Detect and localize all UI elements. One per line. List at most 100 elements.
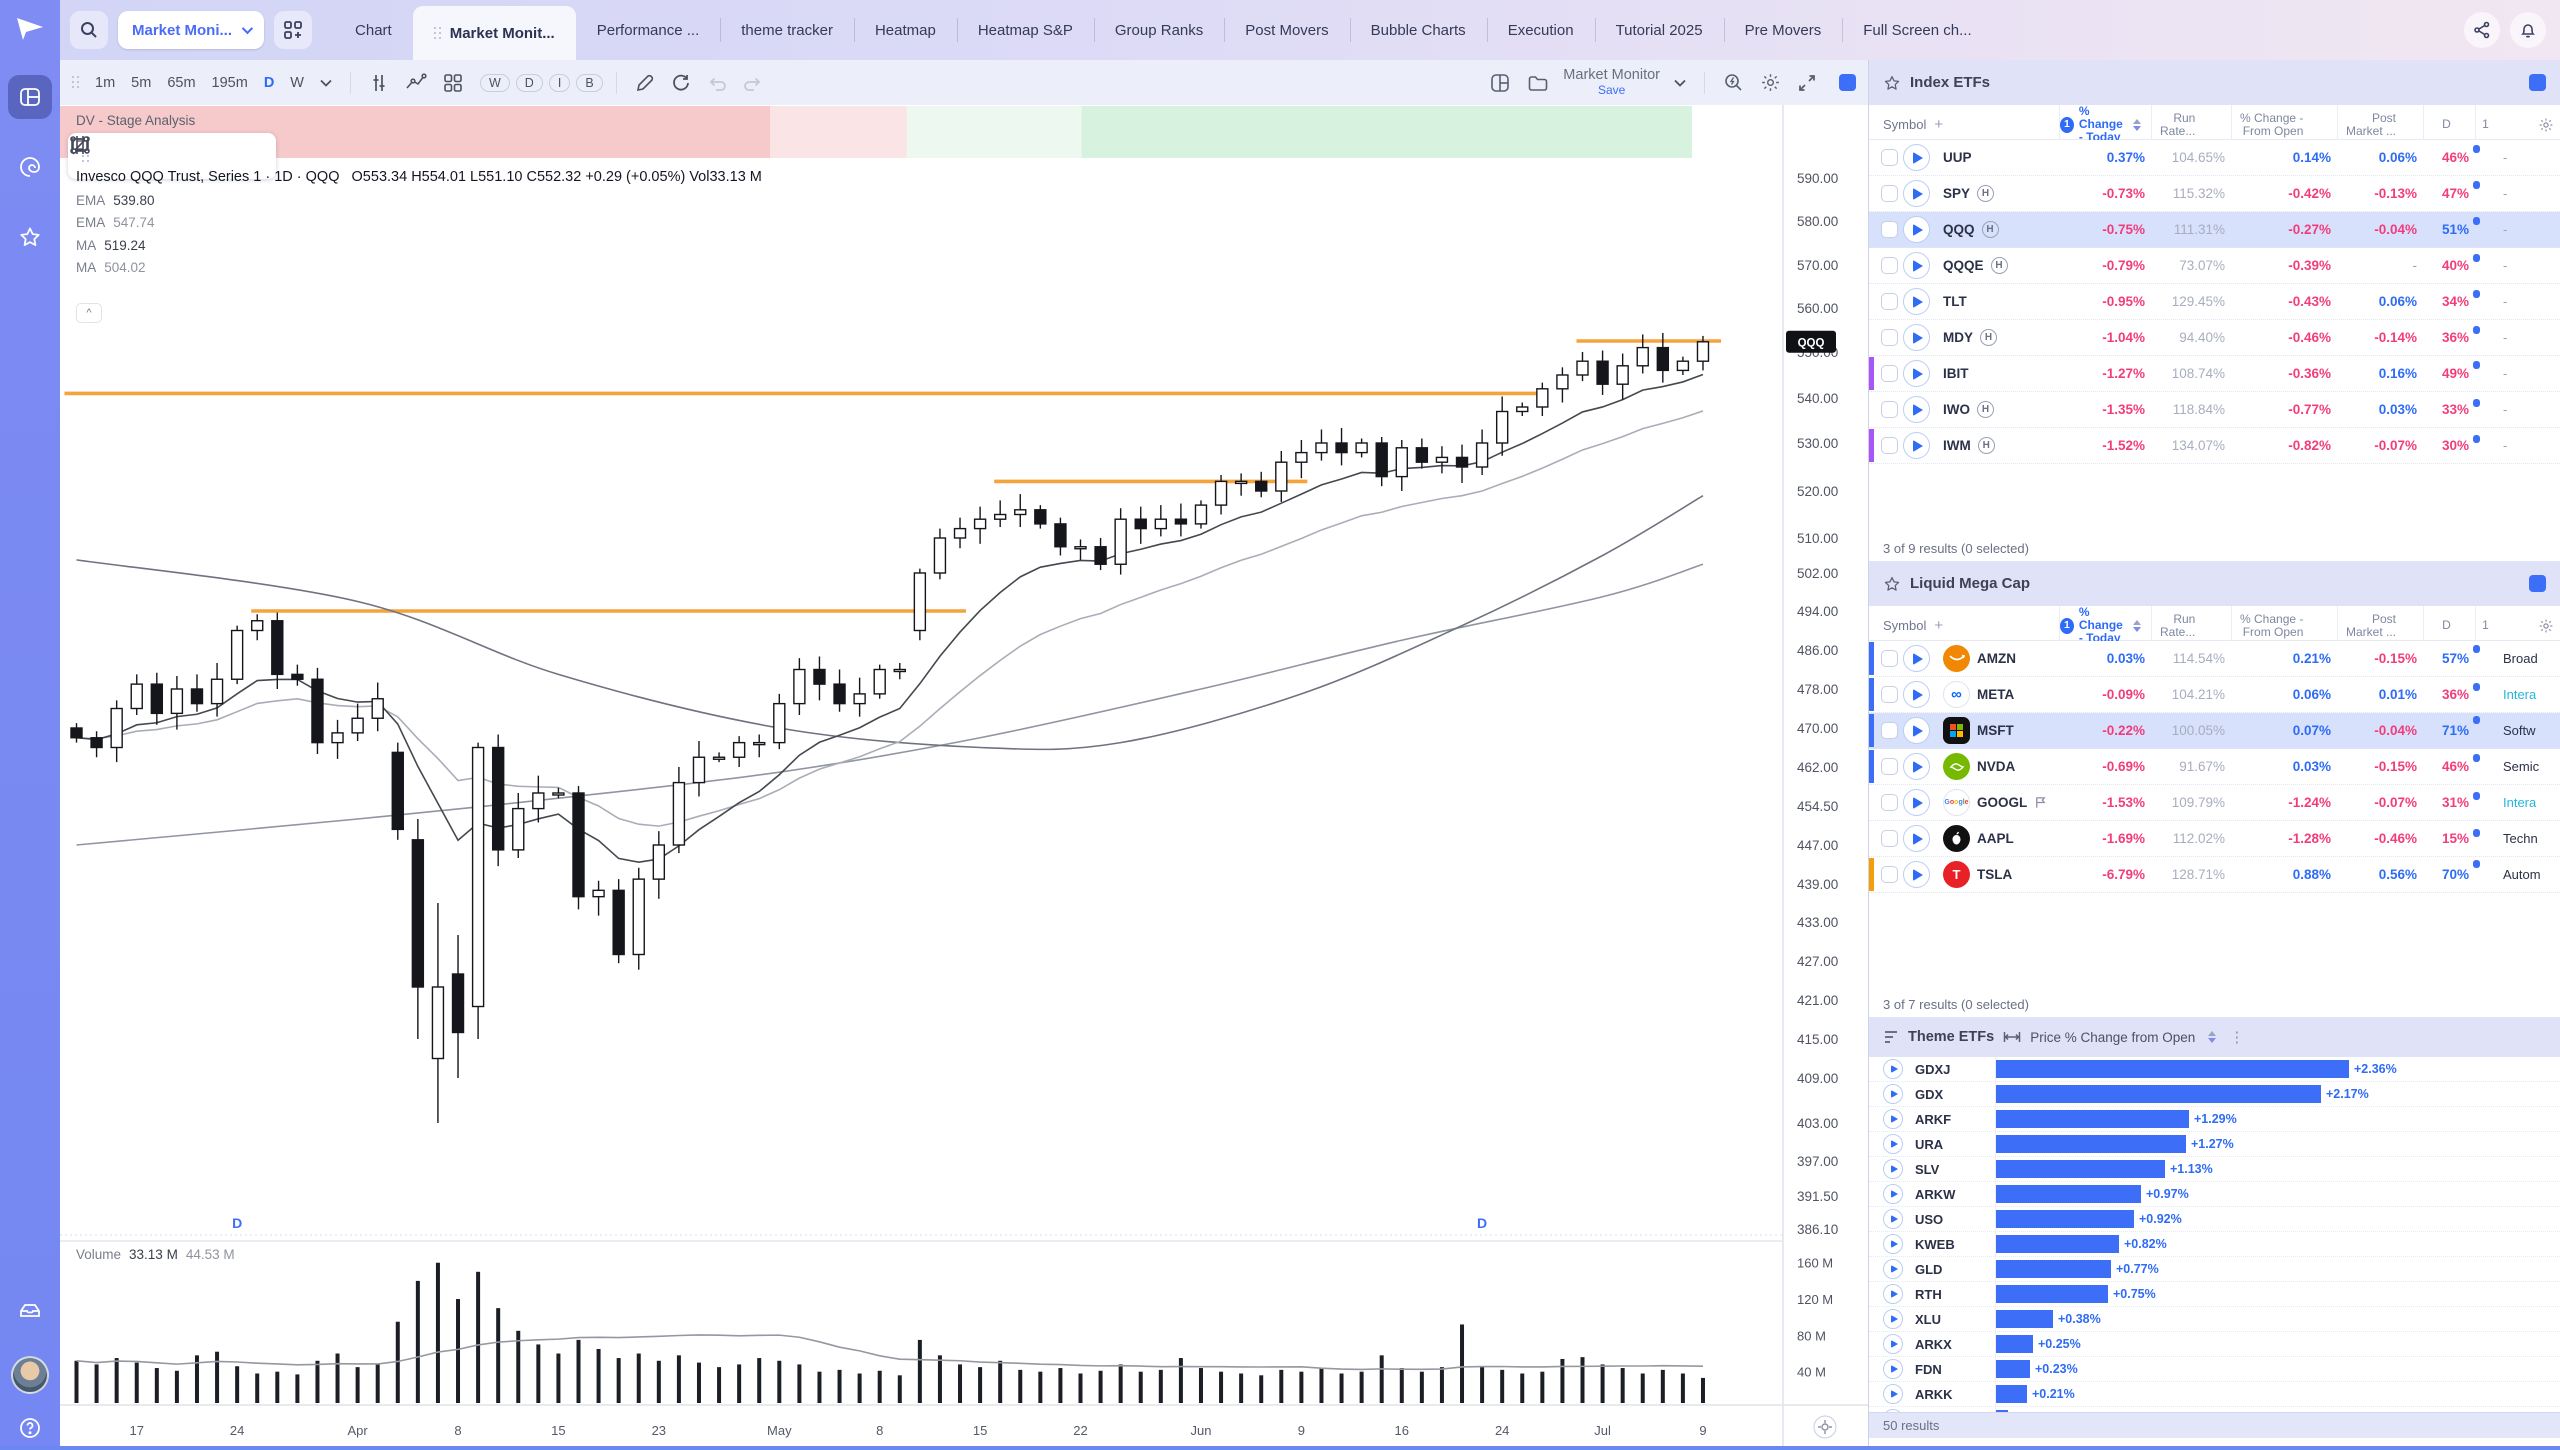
timeframe-1m[interactable]: 1m: [95, 74, 116, 91]
star-icon[interactable]: [1883, 74, 1901, 92]
axis-settings-icon[interactable]: [1813, 1415, 1837, 1439]
save-button[interactable]: Save: [1597, 82, 1626, 97]
price-chart[interactable]: DD590.00580.00570.00560.00550.00540.0053…: [60, 105, 1868, 1450]
watchlist-row-tsla[interactable]: T TSLA -6.79% 128.71% 0.88% 0.56% 70% Autom: [1869, 857, 2560, 893]
indicator-legend-row[interactable]: EMA 547.74: [76, 215, 155, 230]
timeframe-65m[interactable]: 65m: [167, 74, 196, 91]
style-button-w[interactable]: W: [479, 73, 510, 92]
play-button[interactable]: [1903, 717, 1930, 744]
tab-tutorial-2025[interactable]: Tutorial 2025: [1594, 0, 1724, 60]
column-symbol[interactable]: Symbol +: [1883, 116, 1944, 133]
column-settings-icon[interactable]: [2538, 618, 2554, 634]
row-checkbox[interactable]: [1881, 401, 1898, 418]
symbol-title[interactable]: Invesco QQQ Trust, Series 1 · 1D · QQQ: [76, 169, 340, 185]
column-post-market[interactable]: Post Market ...: [2337, 606, 2423, 645]
play-button[interactable]: [1883, 1234, 1903, 1254]
tab-pre-movers[interactable]: Pre Movers: [1723, 0, 1843, 60]
refresh-button[interactable]: [671, 73, 691, 93]
theme-row-gdxj[interactable]: GDXJ +2.36%: [1869, 1057, 2560, 1082]
watchlist-row-msft[interactable]: MSFT -0.22% 100.05% 0.07% -0.04% 71% Softw: [1869, 713, 2560, 749]
timeframe-w[interactable]: W: [290, 74, 304, 91]
watchlist-row-ibit[interactable]: IBIT -1.27% 108.74% -0.36% 0.16% 49% -: [1869, 356, 2560, 392]
draw-button[interactable]: [635, 73, 655, 93]
play-button[interactable]: [1903, 216, 1930, 243]
theme-row-arkk[interactable]: ARKK +0.21%: [1869, 1382, 2560, 1407]
layout-select-button[interactable]: [1489, 72, 1511, 94]
star-icon[interactable]: [1883, 575, 1901, 593]
row-checkbox[interactable]: [1881, 257, 1898, 274]
metric-label[interactable]: Price % Change from Open: [2030, 1029, 2196, 1045]
dividend-marker[interactable]: D: [1477, 1215, 1487, 1231]
watchlist-row-uup[interactable]: UUP 0.37% 104.65% 0.14% 0.06% 46% -: [1869, 140, 2560, 176]
layout-name[interactable]: Market Monitor: [1563, 66, 1660, 83]
share-button[interactable]: [2464, 12, 2500, 48]
column-settings-icon[interactable]: [2538, 117, 2554, 133]
play-button[interactable]: [1903, 396, 1930, 423]
indicator-legend-row[interactable]: EMA 539.80: [76, 192, 155, 208]
row-checkbox[interactable]: [1881, 758, 1898, 775]
watchlist-row-googl[interactable]: Google GOOGL -1.53% 109.79% -1.24% -0.07% 31% I…: [1869, 785, 2560, 821]
watchlist-row-meta[interactable]: ∞ META -0.09% 104.21% 0.06% 0.01% 36% Intera: [1869, 677, 2560, 713]
column-one[interactable]: 1: [2475, 606, 2501, 645]
play-button[interactable]: [1903, 252, 1930, 279]
tab-group-ranks[interactable]: Group Ranks: [1093, 0, 1224, 60]
play-button[interactable]: [1903, 288, 1930, 315]
play-button[interactable]: [1903, 861, 1930, 888]
play-button[interactable]: [1903, 144, 1930, 171]
play-button[interactable]: [1883, 1334, 1903, 1354]
row-checkbox[interactable]: [1881, 686, 1898, 703]
watchlist-row-nvda[interactable]: NVDA -0.69% 91.67% 0.03% -0.15% 46% Semic: [1869, 749, 2560, 785]
theme-row-arkf[interactable]: ARKF +1.29%: [1869, 1107, 2560, 1132]
row-checkbox[interactable]: [1881, 794, 1898, 811]
tab-full-screen-ch-[interactable]: Full Screen ch...: [1842, 0, 1992, 60]
column-change-today[interactable]: 1% Change - Today: [2059, 105, 2151, 144]
tab-post-movers[interactable]: Post Movers: [1224, 0, 1349, 60]
style-button-i[interactable]: I: [548, 73, 571, 92]
sort-direction-icon[interactable]: [2208, 1031, 2217, 1043]
tab-theme-tracker[interactable]: theme tracker: [720, 0, 854, 60]
tab-execution[interactable]: Execution: [1486, 0, 1595, 60]
watchlist-row-mdy[interactable]: MDY H -1.04% 94.40% -0.46% -0.14% 36% -: [1869, 320, 2560, 356]
theme-row-rth[interactable]: RTH +0.75%: [1869, 1282, 2560, 1307]
play-button[interactable]: [1903, 324, 1930, 351]
flag-icon[interactable]: [2034, 796, 2047, 809]
play-button[interactable]: [1883, 1084, 1903, 1104]
tab-heatmap-s-p[interactable]: Heatmap S&P: [956, 0, 1094, 60]
theme-row-gld[interactable]: GLD +0.77%: [1869, 1257, 2560, 1282]
notifications-button[interactable]: [2510, 12, 2546, 48]
workspace-selector[interactable]: Market Moni...: [118, 11, 265, 49]
theme-row-xlu[interactable]: XLU +0.38%: [1869, 1307, 2560, 1332]
play-button[interactable]: [1883, 1209, 1903, 1229]
row-checkbox[interactable]: [1881, 830, 1898, 847]
column-d[interactable]: D: [2423, 105, 2475, 144]
play-button[interactable]: [1883, 1159, 1903, 1179]
indicator-legend-row[interactable]: MA 519.24: [76, 237, 146, 253]
style-button-b[interactable]: B: [576, 73, 603, 92]
play-button[interactable]: [1903, 180, 1930, 207]
section-header-theme-etfs[interactable]: Theme ETFs Price % Change from Open ⋮: [1869, 1017, 2560, 1057]
tab-performance-[interactable]: Performance ...: [596, 21, 700, 39]
indicators-button[interactable]: [369, 73, 389, 93]
help-button[interactable]: [8, 1406, 52, 1450]
watchlist-row-spy[interactable]: SPY H -0.73% 115.32% -0.42% -0.13% 47% -: [1869, 176, 2560, 212]
tab-chart[interactable]: Chart: [355, 21, 392, 39]
tab-market-monit-[interactable]: Market Monit...: [412, 6, 576, 60]
theme-row-uso[interactable]: USO +0.92%: [1869, 1207, 2560, 1232]
play-button[interactable]: [1883, 1184, 1903, 1204]
sidebar-item-inbox[interactable]: [8, 1288, 52, 1332]
undo-button[interactable]: [707, 74, 727, 92]
drag-handle-icon[interactable]: [72, 76, 79, 89]
play-button[interactable]: [1903, 432, 1930, 459]
watchlist-row-iwm[interactable]: IWM H -1.52% 134.07% -0.82% -0.07% 30% -: [1869, 428, 2560, 464]
play-button[interactable]: [1883, 1309, 1903, 1329]
settings-gear-icon[interactable]: [1760, 72, 1781, 93]
style-button-d[interactable]: D: [515, 73, 543, 92]
sidebar-item-discover[interactable]: [8, 145, 52, 189]
dividend-marker[interactable]: D: [232, 1215, 242, 1231]
play-button[interactable]: [1903, 360, 1930, 387]
tab-heatmap[interactable]: Heatmap: [853, 0, 957, 60]
play-button[interactable]: [1883, 1059, 1903, 1079]
layout-grid-button[interactable]: [443, 73, 463, 93]
play-button[interactable]: [1903, 645, 1930, 672]
sidebar-item-dashboards[interactable]: [8, 75, 52, 119]
